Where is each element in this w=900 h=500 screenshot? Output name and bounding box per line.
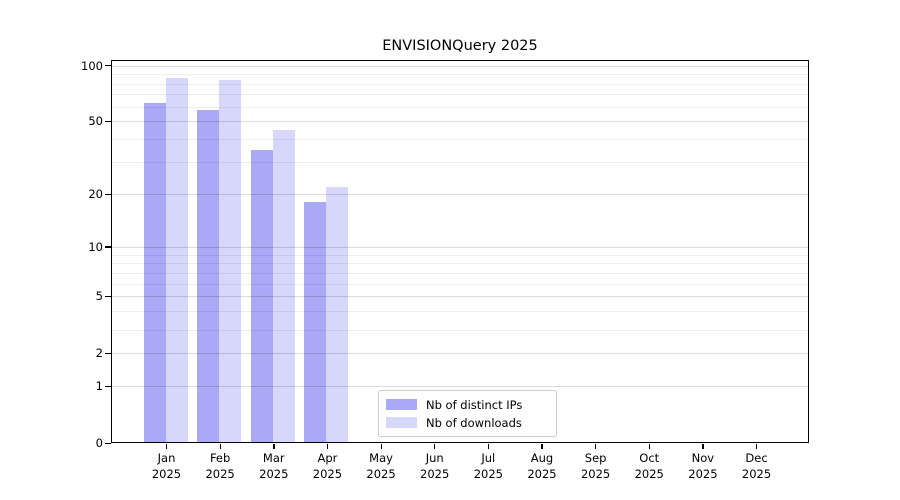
x-tick-label-dec: Dec 2025 xyxy=(741,451,772,481)
y-tick-label-0: 0 xyxy=(95,436,103,450)
legend-item-distinct-ips: Nb of distinct IPs xyxy=(386,398,549,412)
chart-title: ENVISIONQuery 2025 xyxy=(382,38,538,54)
gridline-y-6 xyxy=(111,283,809,285)
x-tick-label-jan: Jan 2025 xyxy=(151,451,182,481)
bar-distinct-ips-feb xyxy=(197,109,220,443)
x-tick-label-mar: Mar 2025 xyxy=(259,451,289,481)
gridline-y-60 xyxy=(111,106,809,108)
gridline-y-1 xyxy=(111,386,809,388)
y-tick-100 xyxy=(105,65,111,67)
legend-swatch-downloads xyxy=(386,417,417,428)
gridline-y-10 xyxy=(111,246,809,248)
x-tick-sep xyxy=(595,443,597,449)
y-tick-0 xyxy=(105,442,111,444)
x-tick-mar xyxy=(273,443,275,449)
legend-label-downloads: Nb of downloads xyxy=(426,415,522,430)
y-tick-label-20: 20 xyxy=(88,187,103,202)
x-tick-label-oct: Oct 2025 xyxy=(634,451,664,481)
gridline-y-3 xyxy=(111,329,809,331)
x-tick-oct xyxy=(648,443,651,449)
x-tick-jul xyxy=(487,443,490,449)
x-tick-label-feb: Feb 2025 xyxy=(205,451,235,481)
y-tick-20 xyxy=(105,193,111,195)
gridline-y-50 xyxy=(111,121,809,123)
legend-item-downloads: Nb of downloads xyxy=(386,416,549,430)
legend-swatch-distinct-ips xyxy=(386,399,417,410)
gridline-y-100 xyxy=(111,65,809,67)
x-tick-aug xyxy=(541,443,543,449)
bar-distinct-ips-mar xyxy=(250,149,273,443)
gridline-y-90 xyxy=(111,74,809,76)
gridline-y-7 xyxy=(111,272,809,274)
x-tick-label-may: May 2025 xyxy=(366,451,396,481)
gridline-y-20 xyxy=(111,194,809,196)
gridline-y-9 xyxy=(111,254,809,256)
gridline-y-30 xyxy=(111,162,809,164)
x-tick-label-nov: Nov 2025 xyxy=(688,451,718,481)
y-tick-label-100: 100 xyxy=(81,58,103,73)
y-tick-50 xyxy=(105,120,111,123)
x-tick-label-jul: Jul 2025 xyxy=(473,451,503,481)
x-tick-nov xyxy=(702,443,704,449)
x-tick-jun xyxy=(434,443,436,449)
x-tick-may xyxy=(380,443,382,449)
gridline-y-2 xyxy=(111,353,809,355)
legend-label-distinct-ips: Nb of distinct IPs xyxy=(426,397,523,412)
bar-distinct-ips-jan xyxy=(143,102,166,443)
y-tick-label-5: 5 xyxy=(95,289,103,304)
x-tick-label-aug: Aug 2025 xyxy=(527,451,557,481)
x-tick-label-sep: Sep 2025 xyxy=(580,451,611,481)
gridline-y-40 xyxy=(111,139,809,141)
bar-downloads-mar xyxy=(272,129,295,443)
y-tick-2 xyxy=(105,352,111,354)
y-tick-10 xyxy=(105,246,111,248)
y-tick-label-1: 1 xyxy=(95,379,103,394)
gridline-y-80 xyxy=(111,83,809,85)
y-tick-5 xyxy=(105,295,111,298)
gridline-y-70 xyxy=(111,94,809,96)
x-tick-jan xyxy=(166,443,168,449)
bar-downloads-apr xyxy=(326,186,349,443)
bar-distinct-ips-apr xyxy=(304,202,327,443)
x-tick-label-apr: Apr 2025 xyxy=(312,451,343,481)
x-tick-label-jun: Jun 2025 xyxy=(420,451,450,481)
x-tick-dec xyxy=(756,443,758,449)
gridline-y-4 xyxy=(111,311,809,313)
bar-downloads-jan xyxy=(165,77,188,443)
y-tick-label-50: 50 xyxy=(88,114,103,129)
x-tick-feb xyxy=(219,443,221,449)
gridline-y-8 xyxy=(111,263,809,265)
y-tick-1 xyxy=(105,385,111,388)
bar-downloads-feb xyxy=(219,79,242,443)
x-tick-apr xyxy=(326,443,329,449)
legend: Nb of distinct IPs Nb of downloads xyxy=(378,390,557,437)
gridline-y-5 xyxy=(111,296,809,298)
y-tick-label-10: 10 xyxy=(88,239,103,254)
y-tick-label-2: 2 xyxy=(95,346,103,361)
